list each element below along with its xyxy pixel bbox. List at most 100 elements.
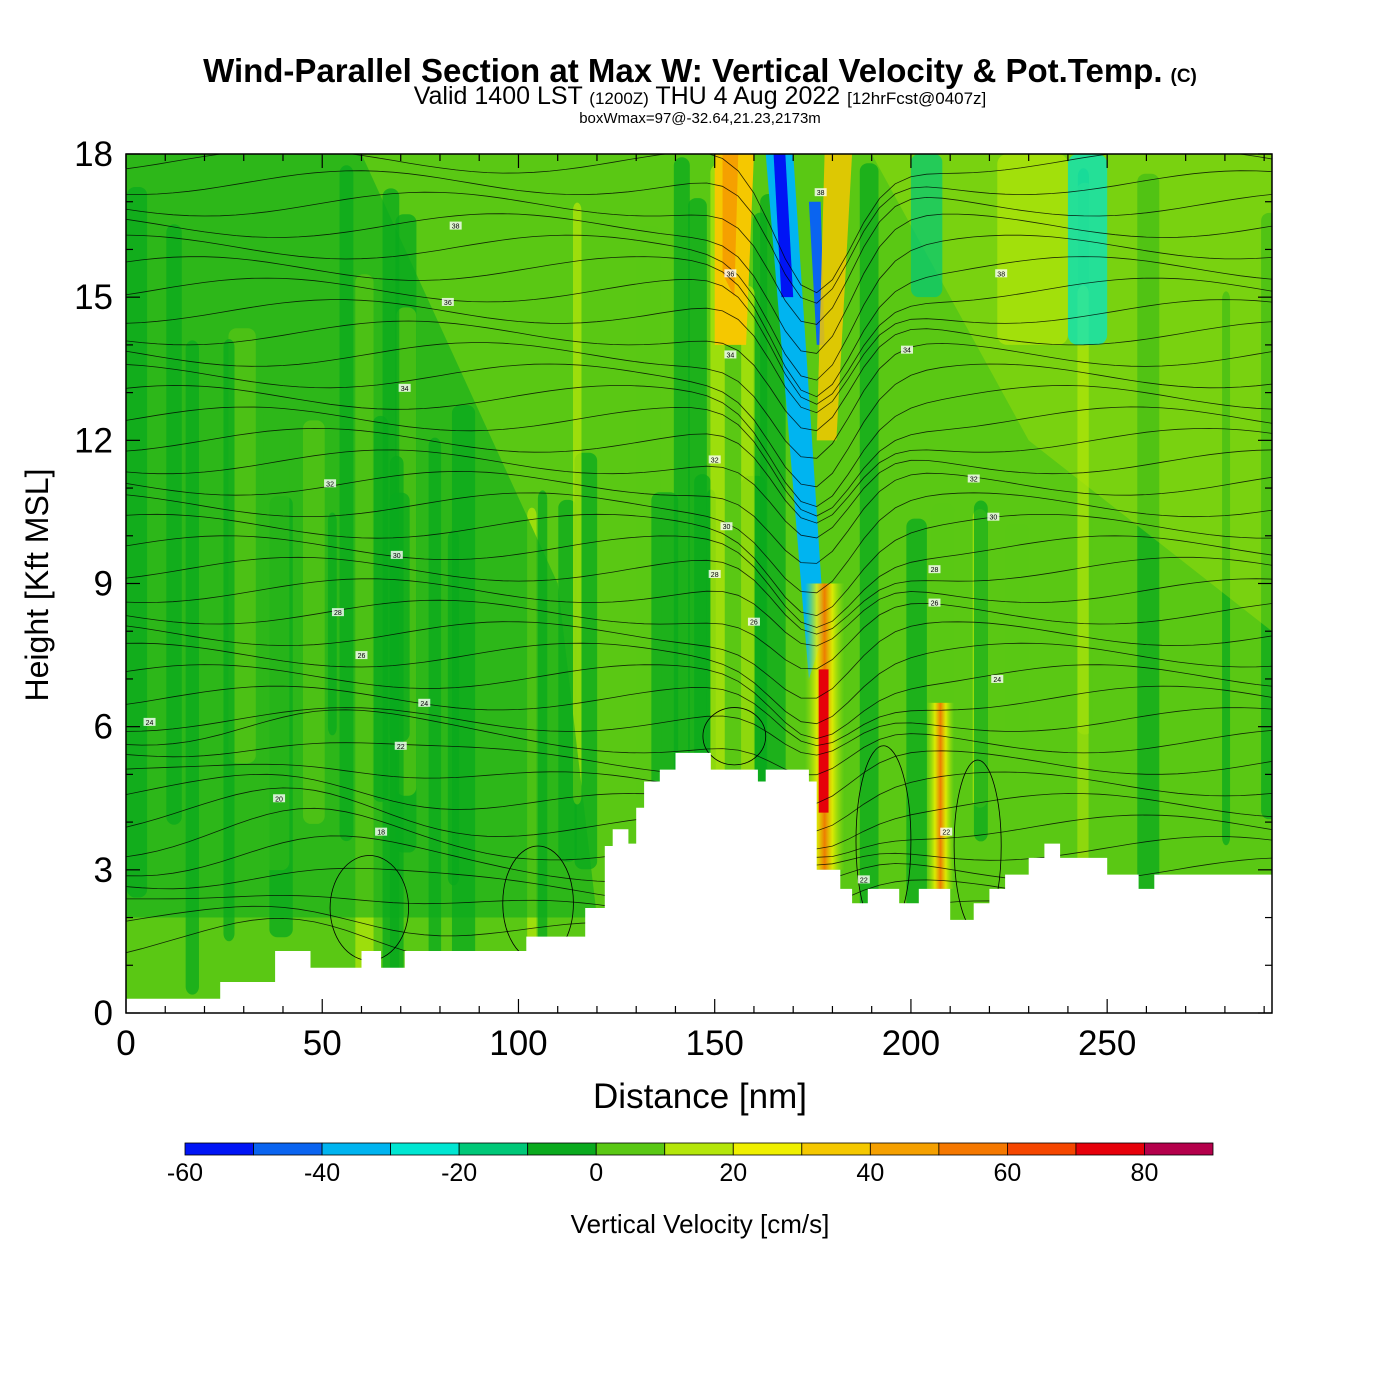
theta-label-bg [449,221,462,230]
downdraft-core [773,154,794,298]
updraft-band [926,702,955,889]
isentrope-line [126,385,1272,508]
y-tick-label: 12 [74,421,113,460]
isentrope-line [126,363,1272,488]
colorbar-swatch [732,1142,803,1156]
isentrope-line [126,170,1272,304]
y-tick-label: 18 [74,135,113,174]
colorbar-swatch [390,1142,460,1156]
theta-label-bg [967,474,980,483]
theta-label: 18 [377,830,385,837]
isentrope-line [126,556,1272,635]
x-tick-label: 150 [685,1024,743,1063]
theta-label: 22 [860,877,868,884]
colorbar-tick-label: -60 [167,1159,203,1187]
colorbar-swatch [1144,1142,1214,1156]
colorbar-swatch [869,1142,940,1156]
colorbar-swatch [595,1142,666,1156]
downdraft-band [765,154,825,679]
theta-label: 24 [993,677,1001,684]
theta-label: 30 [989,515,997,522]
theta-label: 34 [401,386,409,393]
theta-label-bg [940,827,953,836]
updraft-core [722,154,739,298]
field-streak [1261,212,1272,820]
theta-labels: 38 36 34 32 30 28 26 24 22 20 18 24 36 34 32 30 28 26 38 34… [143,188,1008,884]
theta-label-bg [857,875,870,884]
downdraft-band [1067,154,1108,345]
isentrope-cell [702,707,767,766]
chart-subtitle: Valid 1400 LST (1200Z) THU 4 Aug 2022 [1… [0,84,1400,111]
title-text: Wind-Parallel Section at Max W: Vertical… [203,52,1163,89]
colorbar-tick-label: 40 [856,1159,884,1187]
isentrope-line [126,707,1272,756]
theta-label: 28 [334,610,342,617]
isentrope-line [126,299,1272,414]
colorbar-swatch [458,1142,529,1156]
field-streak [1137,173,1160,908]
theta-label: 26 [358,653,366,660]
isentrope-line [126,664,1272,740]
theta-label: 34 [726,352,734,359]
zulu-time: (1200Z) [589,89,649,108]
colorbar-swatch [801,1142,871,1156]
theta-label: 24 [146,720,154,727]
theta-label-bg [724,269,737,278]
theta-label: 30 [723,524,731,531]
colorbar-tick-label: 20 [719,1159,747,1187]
field-streak [1004,523,1030,748]
chart-title: Wind-Parallel Section at Max W: Vertical… [0,52,1400,90]
colorbar-swatch [1007,1142,1077,1156]
x-tick-label: 100 [489,1024,547,1063]
isentrope-line [126,154,1272,294]
theta-label-bg [901,345,914,354]
colorbar-swatch [527,1142,597,1156]
updraft-core [818,669,829,813]
theta-label: 28 [931,567,939,574]
field-streak [973,500,988,842]
isentrope-line [126,234,1272,381]
theta-label: 28 [711,572,719,579]
theta-label-bg [394,741,407,750]
colorbar-tick-label: 60 [993,1159,1021,1187]
theta-label-bg [995,269,1008,278]
isentrope-line [126,621,1272,699]
downdraft-band [910,154,943,298]
colorbar-swatch [184,1142,254,1156]
theta-label-bg [418,698,431,707]
theta-label: 32 [326,481,334,488]
y-tick-label: 15 [74,278,113,317]
colorbar-tick-label: 80 [1131,1159,1159,1187]
x-tick-label: 0 [116,1024,135,1063]
x-tick-label: 50 [303,1024,342,1063]
colorbar-swatch [321,1142,392,1156]
valid-date: THU 4 Aug 2022 [655,82,841,110]
theta-label-bg [708,569,721,578]
y-tick-label: 3 [94,851,113,890]
theta-label-bg [441,297,454,306]
field-streak [760,194,786,898]
isentrope-line [126,406,1272,517]
valid-time: Valid 1400 LST [413,82,583,110]
colorbar-tick-label: -20 [441,1159,477,1187]
colorbar-swatch [1075,1142,1145,1156]
theta-label: 20 [275,796,283,803]
theta-label-bg [390,550,403,559]
theta-label-bg [143,717,156,726]
x-tick-label: 200 [882,1024,940,1063]
updraft-band [997,154,1068,345]
colorbar-label: Vertical Velocity [cm/s] [571,1209,830,1239]
isentrope-line [126,513,1272,617]
isentrope-line [126,342,1272,459]
theta-label: 38 [452,224,460,231]
isentrope-line [126,685,1272,747]
theta-label: 26 [931,601,939,608]
theta-label: 38 [997,271,1005,278]
theta-label-bg [375,827,388,836]
theta-label: 24 [420,701,428,708]
isentrope-line [126,642,1272,725]
y-tick-label: 6 [94,708,113,747]
theta-label-bg [331,608,344,617]
